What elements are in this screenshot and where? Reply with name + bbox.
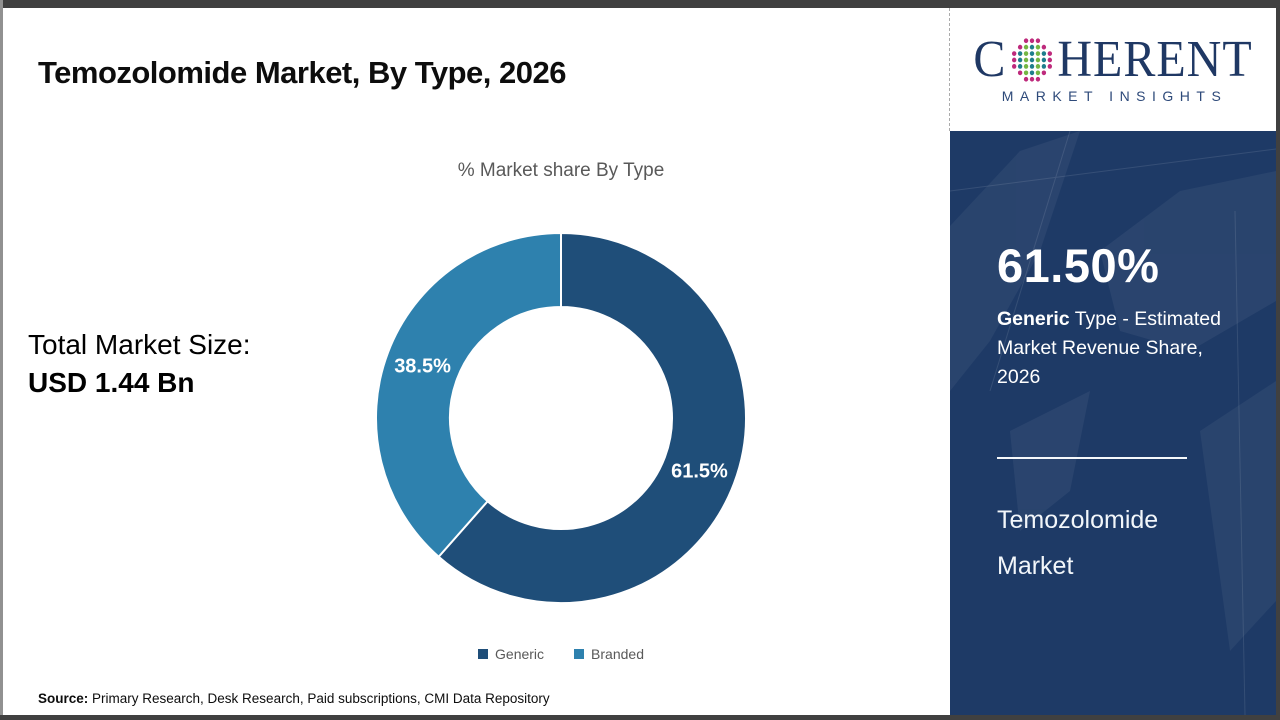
world-map-texture <box>950 131 1276 715</box>
frame-border-bottom <box>0 715 1280 720</box>
panel-stat-desc-rest: Type - Estimated Market Revenue Share, 2… <box>997 308 1221 388</box>
brand-logo-letter-c: C <box>973 30 1007 88</box>
globe-dots-icon <box>1012 37 1053 82</box>
panel-divider <box>997 457 1187 459</box>
donut-slice-branded <box>375 232 562 558</box>
total-market-size-label: Total Market Size: <box>28 329 251 360</box>
donut-slice-label-generic: 61.5% <box>671 460 728 482</box>
brand-logo-subtitle: MARKET INSIGHTS <box>1001 87 1228 104</box>
legend-item-generic: Generic <box>478 646 544 662</box>
frame-border-left <box>0 0 3 720</box>
panel-stat-desc-highlight: Generic <box>997 308 1070 330</box>
legend-swatch-generic <box>478 649 489 659</box>
legend-item-branded: Branded <box>574 646 644 662</box>
chart-title: % Market share By Type <box>457 160 665 181</box>
total-market-size: Total Market Size: USD 1.44 Bn <box>28 326 251 402</box>
total-market-size-value: USD 1.44 Bn <box>28 367 195 398</box>
source-text: Primary Research, Desk Research, Paid su… <box>88 691 550 706</box>
brand-logo: C HERENT MARKET INSIGHTS <box>949 8 1276 131</box>
legend-swatch-branded <box>574 649 585 659</box>
chart-legend: Generic Branded <box>330 646 792 662</box>
page-title: Temozolomide Market, By Type, 2026 <box>38 54 566 90</box>
donut-slice-label-branded: 38.5% <box>394 356 451 378</box>
brand-logo-word-end: HERENT <box>1057 30 1253 88</box>
panel-market-name: Temozolomide Market <box>997 506 1159 580</box>
panel-stat-value: 61.50% <box>997 239 1160 292</box>
legend-label-generic: Generic <box>495 646 545 662</box>
panel-stat-desc: Generic Type - Estimated Market Revenue … <box>997 305 1233 392</box>
donut-slice-generic <box>437 232 747 604</box>
legend-label-branded: Branded <box>591 646 644 662</box>
frame-border-right <box>1276 0 1280 720</box>
source-label: Source: <box>38 691 89 706</box>
side-panel: 61.50% Generic Type - Estimated Market R… <box>950 131 1276 715</box>
frame-border-top <box>0 0 1280 8</box>
donut-chart: 61.5% 38.5% <box>375 232 747 604</box>
brand-logo-word: C HERENT <box>973 30 1253 88</box>
source-line: Source: Primary Research, Desk Research,… <box>38 691 550 706</box>
